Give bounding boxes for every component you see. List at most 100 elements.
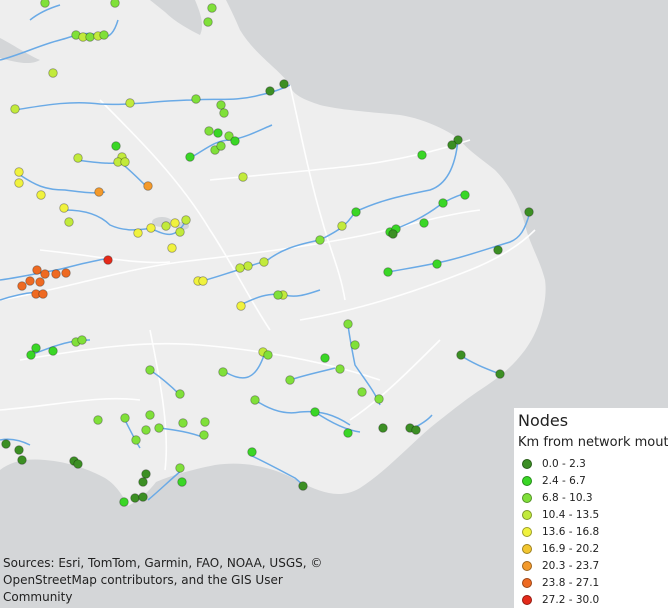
node-marker[interactable] <box>141 469 151 479</box>
node-marker[interactable] <box>94 187 104 197</box>
node-marker[interactable] <box>177 477 187 487</box>
node-marker[interactable] <box>310 407 320 417</box>
node-marker[interactable] <box>110 0 120 8</box>
node-marker[interactable] <box>143 181 153 191</box>
node-marker[interactable] <box>111 141 121 151</box>
node-marker[interactable] <box>17 455 27 465</box>
node-marker[interactable] <box>250 395 260 405</box>
node-marker[interactable] <box>460 190 470 200</box>
node-marker[interactable] <box>419 218 429 228</box>
node-marker[interactable] <box>31 343 41 353</box>
node-marker[interactable] <box>138 492 148 502</box>
node-marker[interactable] <box>25 276 35 286</box>
node-marker[interactable] <box>320 353 330 363</box>
node-marker[interactable] <box>285 375 295 385</box>
node-marker[interactable] <box>411 425 421 435</box>
node-marker[interactable] <box>224 131 234 141</box>
node-marker[interactable] <box>26 350 36 360</box>
node-marker[interactable] <box>51 269 61 279</box>
node-marker[interactable] <box>236 301 246 311</box>
node-marker[interactable] <box>216 100 226 110</box>
node-marker[interactable] <box>32 265 42 275</box>
node-marker[interactable] <box>130 493 140 503</box>
node-marker[interactable] <box>203 17 213 27</box>
node-marker[interactable] <box>207 3 217 13</box>
node-marker[interactable] <box>216 141 226 151</box>
node-marker[interactable] <box>204 126 214 136</box>
node-marker[interactable] <box>138 477 148 487</box>
node-marker[interactable] <box>48 346 58 356</box>
node-marker[interactable] <box>298 481 308 491</box>
node-marker[interactable] <box>170 218 180 228</box>
node-marker[interactable] <box>175 389 185 399</box>
node-marker[interactable] <box>350 340 360 350</box>
node-marker[interactable] <box>125 98 135 108</box>
node-marker[interactable] <box>36 190 46 200</box>
node-marker[interactable] <box>175 463 185 473</box>
node-marker[interactable] <box>161 221 171 231</box>
node-marker[interactable] <box>35 277 45 287</box>
node-marker[interactable] <box>243 261 253 271</box>
node-marker[interactable] <box>199 430 209 440</box>
node-marker[interactable] <box>40 269 50 279</box>
node-marker[interactable] <box>145 410 155 420</box>
node-marker[interactable] <box>388 229 398 239</box>
node-marker[interactable] <box>181 215 191 225</box>
node-marker[interactable] <box>48 68 58 78</box>
node-marker[interactable] <box>273 290 283 300</box>
node-marker[interactable] <box>14 178 24 188</box>
node-marker[interactable] <box>198 276 208 286</box>
node-marker[interactable] <box>131 435 141 445</box>
node-marker[interactable] <box>14 445 24 455</box>
node-marker[interactable] <box>219 108 229 118</box>
node-marker[interactable] <box>351 207 361 217</box>
node-marker[interactable] <box>524 207 534 217</box>
node-marker[interactable] <box>218 367 228 377</box>
node-marker[interactable] <box>456 350 466 360</box>
node-marker[interactable] <box>447 140 457 150</box>
node-marker[interactable] <box>200 417 210 427</box>
node-marker[interactable] <box>279 79 289 89</box>
node-marker[interactable] <box>235 263 245 273</box>
node-marker[interactable] <box>17 281 27 291</box>
node-marker[interactable] <box>178 418 188 428</box>
node-marker[interactable] <box>493 245 503 255</box>
node-marker[interactable] <box>343 428 353 438</box>
node-marker[interactable] <box>213 128 223 138</box>
node-marker[interactable] <box>141 425 151 435</box>
node-marker[interactable] <box>265 86 275 96</box>
node-marker[interactable] <box>73 153 83 163</box>
node-marker[interactable] <box>38 289 48 299</box>
node-marker[interactable] <box>103 255 113 265</box>
node-marker[interactable] <box>1 439 11 449</box>
node-marker[interactable] <box>417 150 427 160</box>
node-marker[interactable] <box>357 387 367 397</box>
node-marker[interactable] <box>85 32 95 42</box>
node-marker[interactable] <box>145 365 155 375</box>
node-marker[interactable] <box>185 152 195 162</box>
node-marker[interactable] <box>238 172 248 182</box>
node-marker[interactable] <box>14 167 24 177</box>
node-marker[interactable] <box>59 203 69 213</box>
node-marker[interactable] <box>120 413 130 423</box>
node-marker[interactable] <box>378 423 388 433</box>
node-marker[interactable] <box>119 497 129 507</box>
node-marker[interactable] <box>133 228 143 238</box>
node-marker[interactable] <box>453 135 463 145</box>
node-marker[interactable] <box>315 235 325 245</box>
node-marker[interactable] <box>438 198 448 208</box>
node-marker[interactable] <box>175 227 185 237</box>
node-marker[interactable] <box>40 0 50 8</box>
node-marker[interactable] <box>374 394 384 404</box>
node-marker[interactable] <box>120 157 130 167</box>
node-marker[interactable] <box>337 221 347 231</box>
node-marker[interactable] <box>77 335 87 345</box>
node-marker[interactable] <box>230 136 240 146</box>
node-marker[interactable] <box>61 268 71 278</box>
node-marker[interactable] <box>73 459 83 469</box>
node-marker[interactable] <box>10 104 20 114</box>
node-marker[interactable] <box>432 259 442 269</box>
node-marker[interactable] <box>259 257 269 267</box>
node-marker[interactable] <box>154 423 164 433</box>
